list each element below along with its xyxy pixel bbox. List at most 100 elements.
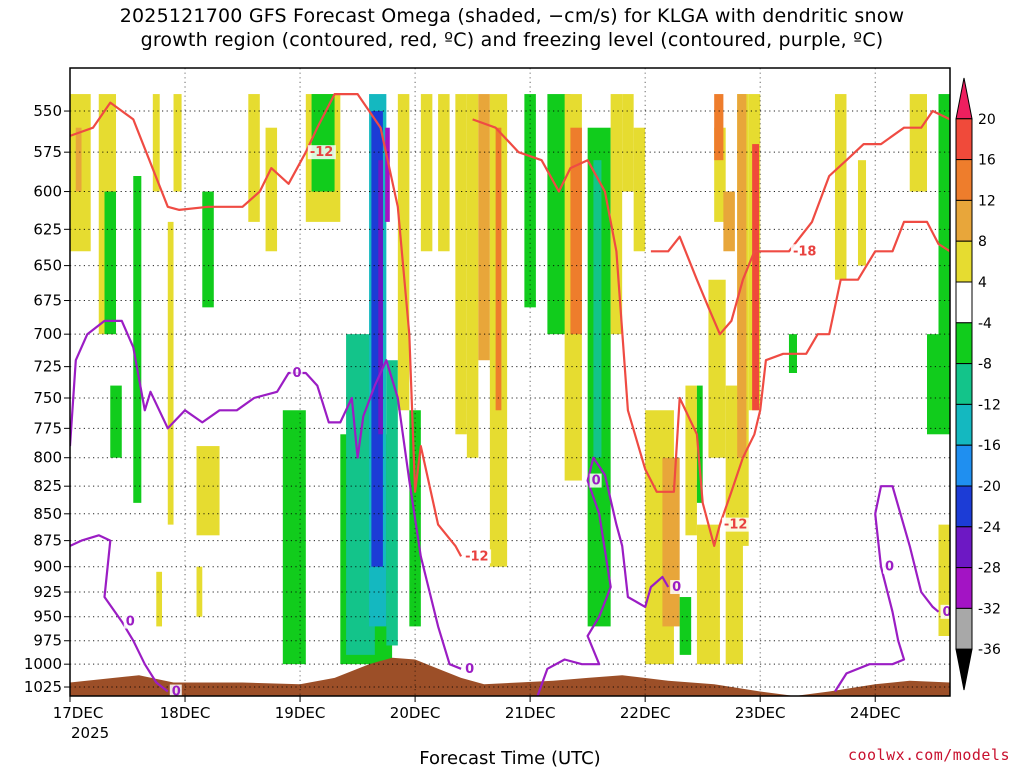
omega-cell bbox=[685, 385, 697, 536]
omega-cell bbox=[679, 597, 692, 655]
y-tick-label: 925 bbox=[33, 583, 62, 601]
omega-cell bbox=[385, 127, 390, 222]
contour-label-bg bbox=[721, 517, 750, 532]
y-tick-label: 600 bbox=[33, 183, 62, 201]
omega-cell bbox=[167, 221, 174, 525]
colorbar-bottom-arrow bbox=[955, 648, 973, 691]
omega-cell bbox=[133, 175, 142, 503]
y-tick-label: 875 bbox=[33, 532, 62, 550]
omega-cell bbox=[737, 94, 747, 458]
omega-cell bbox=[265, 127, 278, 252]
omega-cell bbox=[455, 94, 467, 435]
y-tick-label: 750 bbox=[33, 389, 62, 407]
omega-cell bbox=[202, 191, 214, 308]
y-tick-label: 775 bbox=[33, 419, 62, 437]
terrain-surface bbox=[70, 657, 950, 696]
contour-label: 0 bbox=[126, 615, 135, 630]
omega-cell bbox=[593, 160, 602, 458]
x-tick-label: 17DEC bbox=[53, 704, 104, 722]
omega-cell bbox=[152, 94, 160, 192]
colorbar-box bbox=[955, 159, 973, 201]
omega-cell bbox=[282, 410, 306, 665]
omega-cell bbox=[196, 446, 220, 536]
omega-cell bbox=[938, 524, 950, 636]
omega-cell bbox=[610, 94, 623, 335]
contour-label-bg bbox=[169, 684, 182, 696]
contour-label-bg bbox=[123, 614, 136, 629]
omega-cell bbox=[570, 127, 582, 335]
y-tick-label: 900 bbox=[33, 558, 62, 576]
colorbar-box bbox=[955, 118, 973, 161]
omega-cell bbox=[662, 457, 680, 627]
y-tick-label: 1000 bbox=[24, 655, 62, 673]
omega-cell bbox=[110, 385, 122, 458]
omega-cell bbox=[248, 94, 260, 222]
x-tick-label: 21DEC bbox=[505, 704, 556, 722]
contour-label-bg bbox=[790, 244, 819, 259]
omega-cell bbox=[834, 94, 847, 280]
colorbar-label: 8 bbox=[978, 234, 987, 250]
x-tick-label: 24DEC bbox=[850, 704, 901, 722]
omega-cell bbox=[696, 524, 720, 665]
colorbar-box bbox=[955, 281, 973, 324]
x-tick-label: 18DEC bbox=[160, 704, 211, 722]
omega-cell bbox=[397, 94, 410, 411]
y-tick-label: 625 bbox=[33, 220, 62, 238]
y-tick-label: 650 bbox=[33, 257, 62, 275]
contour-label-bg bbox=[670, 580, 683, 595]
colorbar-label: -36 bbox=[978, 642, 1001, 658]
y-tick-label: 725 bbox=[33, 358, 62, 376]
x-tick-label: 20DEC bbox=[390, 704, 441, 722]
colorbar-box bbox=[955, 567, 973, 609]
colorbar-box bbox=[955, 403, 973, 446]
omega-cell bbox=[926, 334, 939, 435]
dgz-contour bbox=[70, 93, 463, 557]
contour-label: -12 bbox=[310, 145, 334, 160]
colorbar-top-arrow bbox=[955, 77, 973, 120]
dgz-contour bbox=[650, 109, 950, 336]
omega-cell bbox=[378, 160, 383, 435]
omega-cell bbox=[622, 94, 634, 192]
contour-label: -12 bbox=[465, 549, 489, 564]
title-line-2: growth region (contoured, red, ºC) and f… bbox=[140, 29, 884, 51]
contour-label: 0 bbox=[942, 605, 951, 620]
colorbar-box bbox=[955, 485, 973, 528]
contour-label: 0 bbox=[465, 662, 474, 677]
colorbar-label: 4 bbox=[978, 275, 987, 291]
omega-cell bbox=[714, 127, 726, 222]
contour-label: 0 bbox=[592, 474, 601, 489]
omega-cell bbox=[495, 127, 502, 411]
plot-frame bbox=[69, 67, 951, 697]
y-tick-label: 575 bbox=[33, 143, 62, 161]
contour-label-bg bbox=[940, 604, 950, 619]
y-tick-label: 1025 bbox=[24, 678, 62, 696]
contour-label: 0 bbox=[172, 685, 181, 700]
colorbar-label: -16 bbox=[978, 438, 1001, 454]
colorbar-label: -28 bbox=[978, 561, 1001, 577]
colorbar-label: -32 bbox=[978, 601, 1001, 617]
y-tick-label: 800 bbox=[33, 449, 62, 467]
colorbar-box bbox=[955, 240, 973, 283]
omega-cell bbox=[438, 94, 450, 252]
omega-cell bbox=[311, 94, 335, 192]
omega-cell bbox=[909, 94, 927, 192]
colorbar-box bbox=[955, 526, 973, 569]
omega-cell bbox=[386, 360, 398, 646]
title-line-1: 2025121700 GFS Forecast Omega (shaded, −… bbox=[119, 5, 905, 27]
contour-label-bg bbox=[589, 473, 602, 488]
colorbar-box bbox=[955, 363, 973, 405]
colorbar-box bbox=[955, 199, 973, 242]
omega-cell bbox=[708, 279, 726, 458]
x-tick-year-label: 2025 bbox=[71, 724, 109, 742]
colorbar-label: -12 bbox=[978, 397, 1001, 413]
freezing-level-contour bbox=[834, 485, 940, 693]
chart-title: 2025121700 GFS Forecast Omega (shaded, −… bbox=[0, 4, 1024, 52]
omega-cell bbox=[466, 94, 479, 458]
freezing-level-contour bbox=[536, 456, 670, 696]
contour-label-bg bbox=[463, 661, 476, 676]
contour-label-bg bbox=[307, 145, 336, 160]
omega-cell bbox=[714, 94, 724, 161]
terrain-fill bbox=[70, 657, 950, 696]
freezing-level-contour bbox=[70, 534, 169, 693]
